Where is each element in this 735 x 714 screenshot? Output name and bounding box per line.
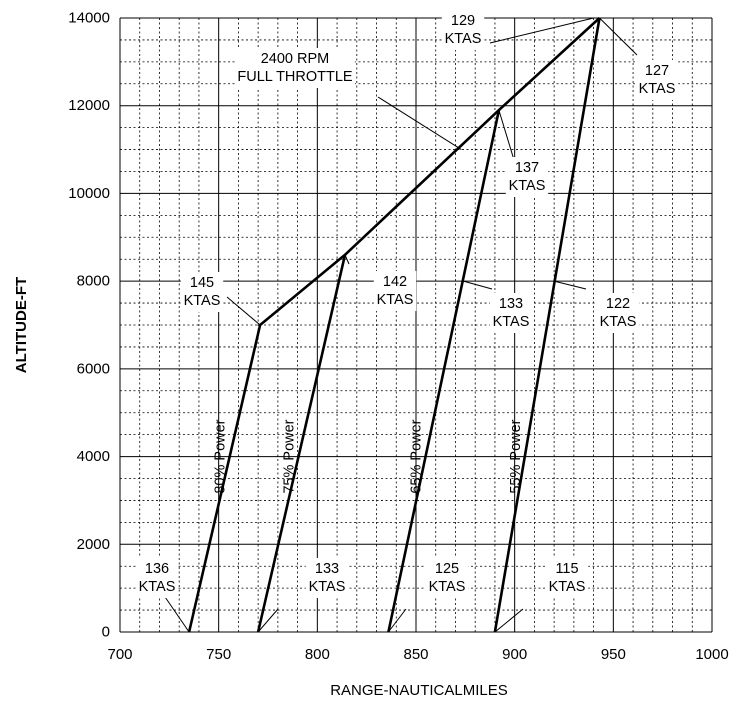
annotation-leader <box>162 593 190 633</box>
tick-labels: 700 750 800 850 900 950 1000020004000600080001… <box>68 10 728 664</box>
y-tick-label: 0 <box>102 624 110 641</box>
annotation-label-bg <box>489 293 533 333</box>
y-tick-label: 6000 <box>77 360 110 377</box>
annotation-label-bg <box>505 157 549 197</box>
annotation-label: 127 <box>645 63 669 79</box>
annotation-label-bg <box>425 558 469 598</box>
y-tick-label: 4000 <box>77 448 110 465</box>
y-axis-title: ALTITUDE-FT <box>13 277 30 373</box>
y-tick-label: 12000 <box>68 97 110 114</box>
annotation-leader <box>489 17 594 44</box>
annotation-leader <box>599 17 638 56</box>
y-tick-label: 8000 <box>77 273 110 290</box>
annotation-leader <box>387 608 407 633</box>
annotation-label-bg <box>135 558 179 598</box>
annotation-label-bg <box>441 10 485 50</box>
annotation-label: KTAS <box>139 579 176 595</box>
annotation-label: KTAS <box>509 178 546 194</box>
annotation-leader <box>494 608 524 633</box>
series-line-75-power <box>256 254 347 633</box>
annotation-label: KTAS <box>377 292 414 308</box>
annotation-leaders <box>162 17 638 633</box>
annotation-label: 136 <box>145 561 169 577</box>
annotation-leader <box>377 96 462 150</box>
series-line-80-power <box>187 324 262 633</box>
annotation-label: KTAS <box>309 579 346 595</box>
x-tick-label: 950 <box>601 646 626 663</box>
annotation-label: KTAS <box>445 31 482 47</box>
annotation-leader <box>498 109 515 161</box>
annotation-leader <box>257 608 279 633</box>
series-lines <box>187 17 601 633</box>
annotation-label-bg <box>635 60 679 100</box>
x-tick-label: 850 <box>403 646 428 663</box>
annotation-label: 122 <box>606 296 630 312</box>
annotation-label-bg <box>596 293 640 333</box>
power-label: 55% Power <box>508 419 524 493</box>
annotation-label: 133 <box>499 296 523 312</box>
annotation-label: 145 <box>190 275 214 291</box>
annotation-label-bg <box>545 558 589 598</box>
y-tick-label: 10000 <box>68 185 110 202</box>
annotation-label: 133 <box>315 561 339 577</box>
annotation-label: KTAS <box>429 579 466 595</box>
annotation-label: 2400 RPM <box>261 51 330 67</box>
x-axis-title: RANGE-NAUTICALMILES <box>330 682 508 699</box>
annotation-leader <box>463 280 493 290</box>
annotation-label: 115 <box>555 561 578 577</box>
annotation-label: KTAS <box>493 314 530 330</box>
annotation-label: 129 <box>451 13 475 29</box>
annotation-label: KTAS <box>600 314 637 330</box>
x-tick-label: 1000 <box>695 646 728 663</box>
annotation-label-bg <box>373 271 417 311</box>
annotation-label: 137 <box>515 160 539 176</box>
annotation-label-bg <box>180 272 224 312</box>
annotation-label: KTAS <box>184 293 221 309</box>
annotation-labels: 80% Power 75% Power 65% Power 55% Power 136 K… <box>135 10 679 598</box>
x-tick-label: 700 <box>107 646 132 663</box>
series-line-65-power <box>387 109 501 633</box>
annotation-label-bg <box>235 48 355 88</box>
annotation-label: KTAS <box>549 579 586 595</box>
annotation-label: 142 <box>383 274 407 290</box>
series-line-55-power <box>493 17 601 633</box>
power-label: 75% Power <box>282 419 298 493</box>
series-line-4 <box>259 17 601 327</box>
x-tick-label: 900 <box>502 646 527 663</box>
annotation-label: FULL THROTTLE <box>237 69 353 85</box>
x-tick-label: 800 <box>305 646 330 663</box>
annotation-label: 125 <box>435 561 459 577</box>
annotation-leader <box>344 254 350 265</box>
annotation-leader <box>554 280 587 290</box>
power-label: 80% Power <box>213 419 229 493</box>
y-tick-label: 2000 <box>77 536 110 553</box>
x-tick-label: 750 <box>206 646 231 663</box>
annotation-leader <box>226 296 261 326</box>
power-label: 65% Power <box>409 419 425 493</box>
y-tick-label: 14000 <box>68 10 110 27</box>
annotation-label: KTAS <box>639 81 676 97</box>
annotation-label-bg <box>305 558 349 598</box>
